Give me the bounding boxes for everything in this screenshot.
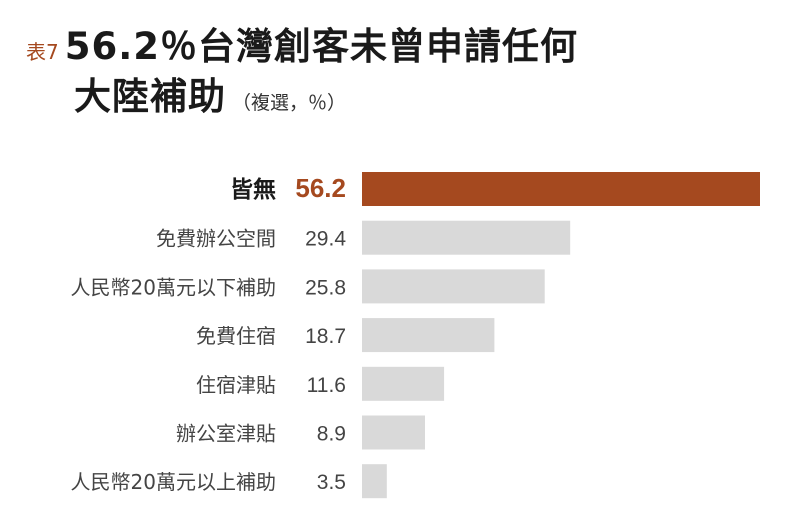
bar (362, 366, 445, 401)
value-label: 3.5 (317, 471, 346, 494)
bar-row: 免費住宿 18.7 (196, 318, 495, 353)
category-label: 免費辦公空間 (156, 227, 276, 251)
title-row-1: 表7 56.2％台灣創客未曾申請任何 (26, 22, 766, 72)
bar (362, 172, 760, 206)
bar-row: 住宿津貼 11.6 (196, 366, 445, 401)
value-label: 25.8 (305, 276, 346, 299)
bar (362, 415, 425, 450)
value-label: 18.7 (305, 325, 346, 348)
bar-row: 皆無 56.2 (230, 172, 760, 206)
category-label: 皆無 (230, 177, 276, 203)
category-label: 人民幣20萬元以上補助 (71, 470, 276, 494)
category-label: 免費住宿 (196, 324, 276, 348)
bar-row: 人民幣20萬元以下補助 25.8 (71, 269, 545, 304)
value-label: 11.6 (307, 374, 346, 397)
value-label: 8.9 (317, 423, 346, 446)
category-label: 辦公室津貼 (176, 422, 276, 446)
chart-title-line-2: 大陸補助 (74, 75, 226, 118)
title-block: 表7 56.2％台灣創客未曾申請任何 大陸補助 （複選，％） (26, 22, 766, 122)
bar (362, 269, 545, 304)
chart-subtitle: （複選，％） (232, 92, 347, 114)
bar-row: 免費辦公空間 29.4 (156, 220, 571, 255)
figure-label: 表7 (26, 40, 59, 64)
bar (362, 220, 571, 255)
title-row-2: 大陸補助 （複選，％） (26, 72, 766, 122)
bar-row: 辦公室津貼 8.9 (176, 415, 425, 450)
value-label: 29.4 (305, 228, 346, 251)
bar-row: 人民幣20萬元以上補助 3.5 (71, 464, 387, 499)
value-label: 56.2 (295, 173, 346, 203)
category-label: 住宿津貼 (196, 373, 276, 397)
bar (362, 318, 495, 353)
category-label: 人民幣20萬元以下補助 (71, 275, 276, 299)
bar (362, 464, 387, 499)
chart-title-line-1: 56.2％台灣創客未曾申請任何 (64, 25, 579, 68)
